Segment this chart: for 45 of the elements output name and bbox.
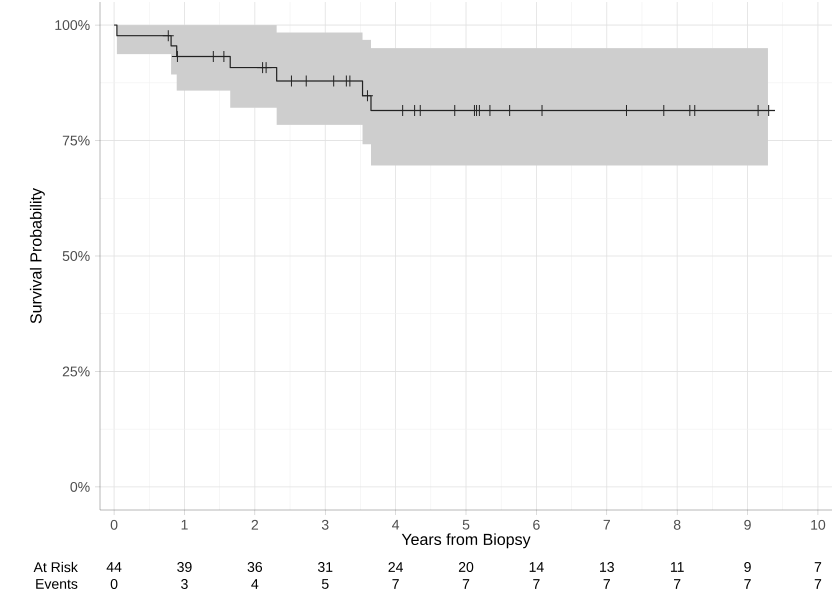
text: 5 bbox=[322, 579, 329, 589]
point bbox=[162, 30, 174, 42]
point bbox=[361, 90, 374, 102]
x-tick-label: 2 bbox=[252, 520, 258, 530]
text: 7 bbox=[744, 579, 751, 589]
text: 4 bbox=[251, 579, 258, 589]
text: At Risk bbox=[34, 562, 78, 572]
text: 36 bbox=[248, 562, 262, 572]
y-tick-label: 100% bbox=[55, 20, 90, 30]
text: 7 bbox=[604, 579, 610, 589]
point bbox=[260, 62, 272, 74]
x-axis-title: Years from Biopsy bbox=[402, 533, 531, 548]
text: 44 bbox=[106, 562, 122, 572]
x-tick-label: 7 bbox=[604, 520, 610, 530]
x-tick-label: 10 bbox=[811, 520, 826, 530]
x-tick-label: 8 bbox=[674, 520, 680, 530]
text: 11 bbox=[670, 562, 684, 572]
x-tick-label: 4 bbox=[392, 520, 400, 530]
text: 9 bbox=[744, 562, 751, 572]
text: 7 bbox=[533, 579, 540, 589]
x-tick-label: 0 bbox=[110, 520, 118, 530]
y-axis-title: Survival Probability bbox=[30, 188, 45, 324]
x-tick-label: 1 bbox=[182, 520, 188, 530]
text: 13 bbox=[600, 562, 614, 572]
text: 31 bbox=[318, 562, 332, 572]
text: 7 bbox=[392, 579, 399, 589]
y-tick-label: 50% bbox=[62, 251, 90, 261]
x-tick-label: 6 bbox=[533, 520, 540, 530]
text: Events bbox=[36, 579, 78, 589]
x-tick-label: 5 bbox=[462, 520, 470, 530]
text: 7 bbox=[814, 579, 822, 589]
text: 39 bbox=[177, 562, 192, 572]
x-tick-label: 3 bbox=[322, 520, 329, 530]
text: 20 bbox=[458, 562, 474, 572]
text: 7 bbox=[814, 562, 822, 572]
text: 7 bbox=[462, 579, 470, 589]
x-tick-label: 9 bbox=[744, 520, 751, 530]
text: 0 bbox=[110, 579, 118, 589]
text: 24 bbox=[388, 562, 403, 572]
y-tick-label: 75% bbox=[62, 136, 90, 146]
y-tick-label: 25% bbox=[62, 366, 90, 376]
text: 7 bbox=[674, 579, 680, 589]
text: 14 bbox=[530, 562, 544, 572]
y-tick-label: 0% bbox=[70, 482, 90, 492]
text: 3 bbox=[181, 579, 188, 589]
